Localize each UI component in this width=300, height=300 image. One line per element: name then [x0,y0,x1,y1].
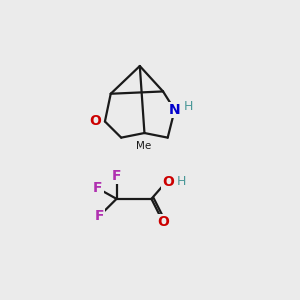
Text: H: H [176,175,186,188]
Text: H: H [184,100,193,113]
Text: F: F [94,209,104,223]
Text: O: O [89,115,101,128]
Text: F: F [112,169,121,183]
Text: F: F [93,182,103,196]
Text: O: O [158,215,169,229]
Text: Me: Me [136,141,151,151]
Text: N: N [169,103,181,117]
Text: O: O [162,175,174,188]
